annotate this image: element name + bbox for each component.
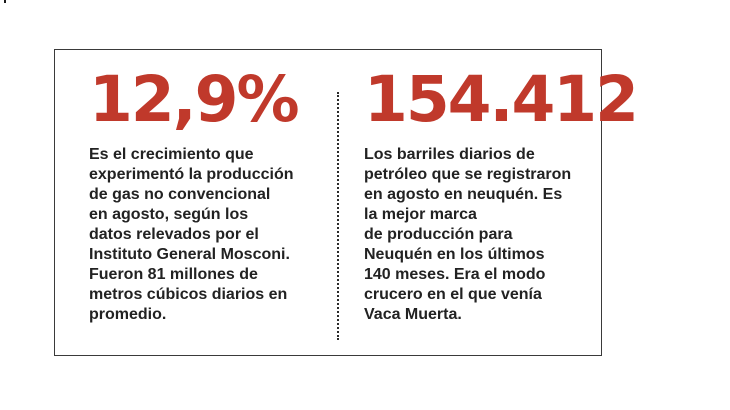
stat-oil-barrels: 154.412 Los barriles diarios de petróleo…: [364, 63, 639, 325]
stat-text-line: en agosto en neuquén. Es: [364, 186, 563, 203]
stat-text-line: la mejor marca: [364, 206, 477, 223]
corner-mark: [4, 0, 6, 3]
stat-text-line: experimentó la producción: [89, 166, 294, 183]
stat-text-line: Instituto General Mosconi.: [89, 246, 290, 263]
stat-gas-growth: 12,9% Es el crecimiento que experimentó …: [89, 68, 319, 325]
stat-text-line: promedio.: [89, 306, 167, 323]
stat-description: Es el crecimiento que experimentó la pro…: [89, 145, 319, 325]
stat-text-line: Fueron 81 millones de: [89, 266, 258, 283]
stat-text-line: petróleo que se registraron: [364, 166, 572, 183]
stat-text-line: de producción para: [364, 226, 513, 243]
stat-text-line: metros cúbicos diarios en: [89, 286, 288, 303]
stat-text-line: 140 meses. Era el modo: [364, 266, 546, 283]
stat-text-line: de gas no convencional: [89, 186, 271, 203]
stats-panel: [54, 49, 602, 356]
dotted-divider: [337, 92, 339, 340]
stat-text-line: crucero en el que venía: [364, 286, 542, 303]
stat-figure: 12,9%: [89, 63, 300, 136]
stat-text-line: datos relevados por el: [89, 226, 259, 243]
stat-text-line: Es el crecimiento que: [89, 146, 254, 163]
stat-figure: 154.412: [364, 63, 639, 136]
stat-text-line: Neuquén en los últimos: [364, 246, 545, 263]
stat-text-line: Vaca Muerta.: [364, 306, 462, 323]
stat-text-line: Los barriles diarios de: [364, 146, 535, 163]
stat-text-line: en agosto, según los: [89, 206, 249, 223]
stat-description: Los barriles diarios de petróleo que se …: [364, 145, 594, 325]
